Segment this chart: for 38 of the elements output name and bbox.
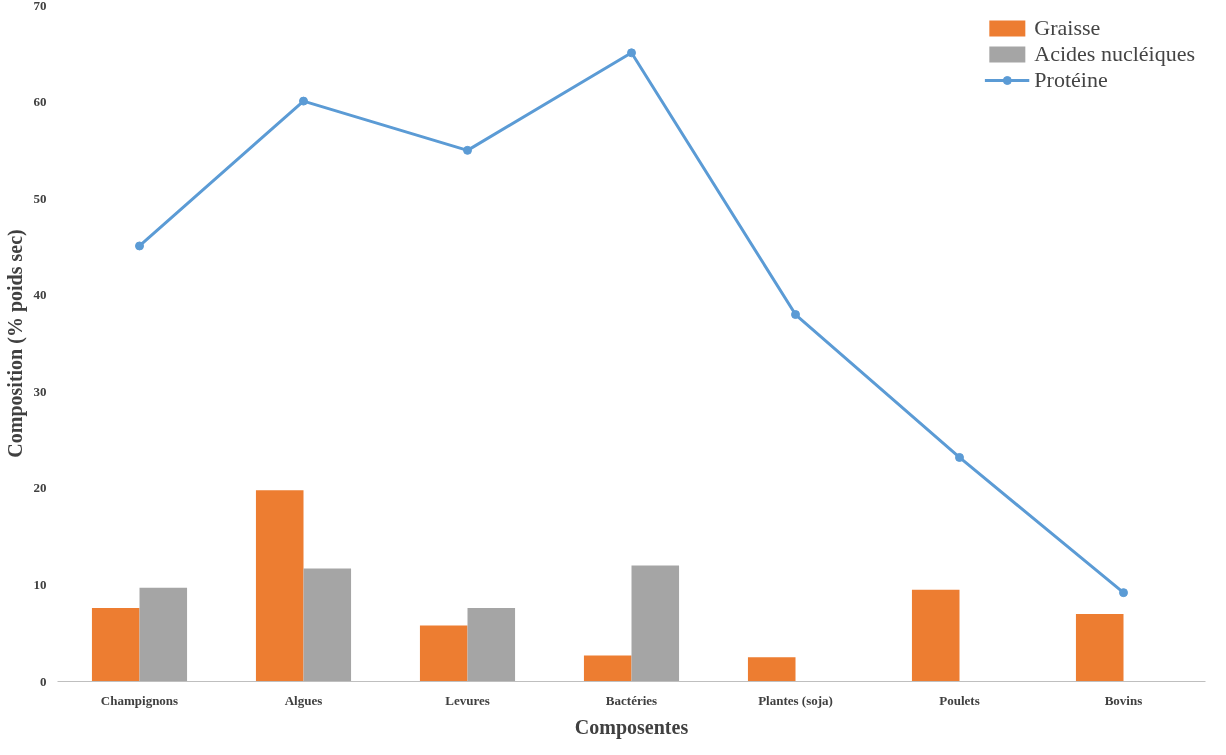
bar — [139, 587, 188, 682]
bar — [911, 589, 960, 682]
x-tick-label: Poulets — [939, 692, 980, 708]
x-tick-label: Bactéries — [605, 692, 658, 708]
x-tick-label: Algues — [284, 692, 323, 708]
y-tick-label: 70 — [33, 0, 47, 13]
legend-label: Protéine — [1034, 67, 1108, 93]
point — [955, 452, 964, 462]
bar — [1075, 613, 1124, 682]
y-tick-label: 20 — [33, 480, 47, 496]
x-axis-title: Composentes — [574, 715, 689, 739]
bar — [467, 608, 516, 682]
legend-label: Acides nucléiques — [1034, 41, 1195, 67]
y-tick-label: 10 — [33, 576, 47, 592]
point — [1119, 588, 1128, 598]
x-tick-label: Plantes (soja) — [758, 692, 833, 708]
point — [791, 310, 800, 320]
bar — [255, 490, 304, 682]
point — [627, 48, 636, 58]
bar — [747, 657, 796, 682]
bar — [303, 568, 352, 682]
x-tick-label: Levures — [445, 692, 490, 708]
bar — [419, 625, 468, 682]
y-tick-label: 60 — [33, 94, 47, 110]
point — [135, 241, 144, 251]
y-tick-label: 30 — [33, 383, 47, 399]
x-tick-label: Bovins — [1104, 692, 1143, 708]
point — [463, 145, 472, 155]
y-tick-label: 40 — [33, 287, 47, 303]
y-axis-title: Composition (% poids sec) — [3, 229, 27, 458]
legend-label: Graisse — [1034, 15, 1101, 41]
bar — [631, 565, 680, 682]
y-tick-label: 50 — [33, 190, 47, 206]
point — [299, 96, 308, 106]
bar — [91, 608, 140, 682]
y-tick-label: 0 — [40, 673, 47, 689]
bar — [583, 655, 632, 682]
x-tick-label: Champignons — [100, 692, 179, 708]
